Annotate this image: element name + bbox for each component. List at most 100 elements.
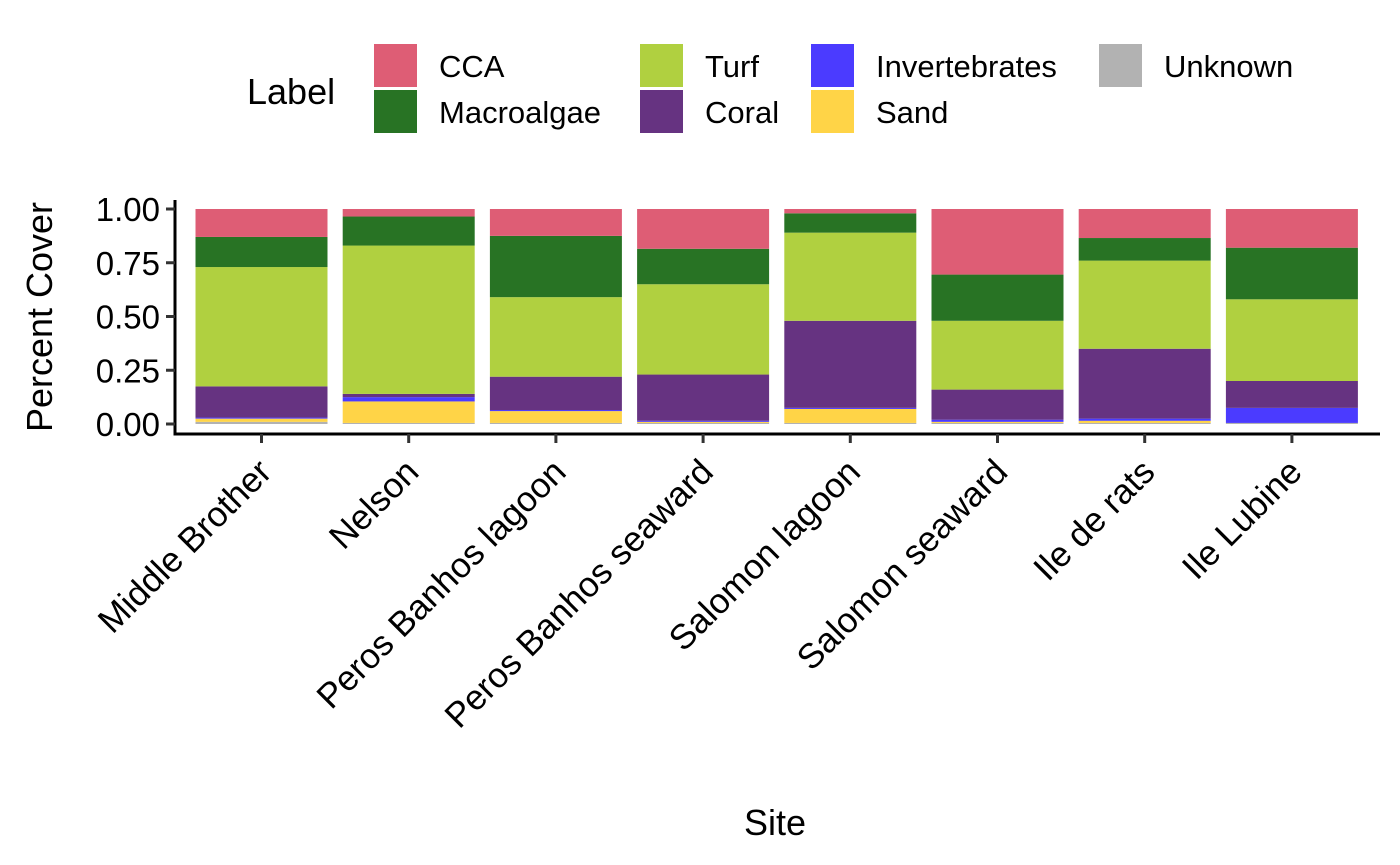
- bar-segment-unknown: [931, 422, 1064, 424]
- bar-segment-cca: [637, 209, 770, 249]
- bar-segment-unknown: [637, 422, 770, 424]
- legend-title: Label: [247, 71, 335, 112]
- bar-segment-turf: [1078, 260, 1211, 349]
- bar-segment-sand: [489, 411, 622, 423]
- legend-swatch: [640, 90, 683, 133]
- bar-segment-cca: [931, 209, 1064, 275]
- legend-item-cca: CCA: [374, 44, 505, 87]
- bar-segment-turf: [784, 232, 917, 321]
- x-tick-label: Peros Banhos lagoon: [309, 452, 573, 716]
- y-axis-label: Percent Cover: [19, 202, 60, 432]
- bar-segment-macroalgae: [1078, 238, 1211, 261]
- bar-segment-coral: [342, 393, 475, 398]
- legend-label: Sand: [876, 95, 948, 130]
- legend-item-coral: Coral: [640, 90, 779, 133]
- bar-segment-sand: [784, 408, 917, 423]
- bar-segment-macroalgae: [784, 213, 917, 233]
- legend-swatch: [374, 44, 417, 87]
- bar-segment-coral: [195, 386, 328, 418]
- y-tick-label: 1.00: [96, 191, 160, 228]
- bar-segment-cca: [342, 209, 475, 217]
- bar-segment-sand: [637, 421, 770, 423]
- bar-segment-turf: [195, 267, 328, 387]
- bar-segment-unknown: [342, 422, 475, 424]
- bar-segment-coral: [489, 376, 622, 411]
- bar-stack-peros-banhos-seaward: [637, 209, 770, 424]
- bar-segment-turf: [342, 245, 475, 394]
- bar-segment-coral: [637, 374, 770, 421]
- bar-segment-turf: [489, 297, 622, 377]
- legend-item-turf: Turf: [640, 44, 759, 87]
- bar-segment-coral: [784, 320, 917, 408]
- bar-segment-coral: [931, 389, 1064, 420]
- bar-segment-unknown: [489, 422, 622, 424]
- bar-segment-cca: [489, 209, 622, 236]
- bar-segment-macroalgae: [342, 216, 475, 246]
- legend-swatch: [811, 44, 854, 87]
- bar-stack-ile-de-rats: [1078, 209, 1211, 424]
- bar-segment-invertebrates: [195, 417, 328, 419]
- bar-segment-unknown: [784, 422, 917, 424]
- bar-segment-invertebrates: [1225, 407, 1358, 423]
- bar-segment-cca: [1078, 209, 1211, 239]
- x-tick-label: Nelson: [322, 452, 427, 557]
- bar-segment-macroalgae: [489, 235, 622, 298]
- bar-segment-unknown: [1078, 422, 1211, 424]
- y-tick-label: 0.00: [96, 406, 160, 443]
- bar-segment-invertebrates: [784, 407, 917, 409]
- bar-segment-invertebrates: [489, 410, 622, 412]
- y-tick-label: 0.25: [96, 352, 160, 389]
- legend-swatch: [374, 90, 417, 133]
- bar-stack-ile-lubine: [1225, 209, 1358, 424]
- y-tick-label: 0.75: [96, 245, 160, 282]
- legend-label: Macroalgae: [439, 95, 601, 130]
- bar-segment-cca: [784, 209, 917, 214]
- bar-segment-cca: [195, 209, 328, 237]
- legend-swatch: [640, 44, 683, 87]
- legend-swatch: [1099, 44, 1142, 87]
- bar-segment-coral: [1078, 348, 1211, 419]
- bar-segment-invertebrates: [637, 420, 770, 422]
- x-tick-label: Peros Banhos seaward: [437, 452, 720, 735]
- y-tick-label: 0.50: [96, 299, 160, 336]
- bar-segment-sand: [1078, 420, 1211, 423]
- bar-segment-sand: [342, 401, 475, 423]
- legend-label: Coral: [705, 95, 779, 130]
- legend-item-sand: Sand: [811, 90, 948, 133]
- legend-label: Invertebrates: [876, 49, 1057, 84]
- legend-item-invertebrates: Invertebrates: [811, 44, 1057, 87]
- legend-label: CCA: [439, 49, 505, 84]
- bars-group: [195, 209, 1358, 424]
- bar-segment-turf: [637, 284, 770, 375]
- legend-label: Turf: [705, 49, 759, 84]
- legend-item-unknown: Unknown: [1099, 44, 1293, 87]
- legend-swatch: [811, 90, 854, 133]
- bar-segment-turf: [1225, 299, 1358, 381]
- legend-item-macroalgae: Macroalgae: [374, 90, 601, 133]
- bar-segment-cca: [1225, 209, 1358, 248]
- bar-stack-salomon-seaward: [931, 209, 1064, 424]
- bar-segment-coral: [1225, 381, 1358, 408]
- x-axis-label: Site: [744, 802, 806, 843]
- bar-segment-unknown: [195, 421, 328, 424]
- bar-segment-sand: [195, 418, 328, 422]
- bar-segment-invertebrates: [1078, 418, 1211, 421]
- bar-segment-invertebrates: [342, 397, 475, 402]
- bar-stack-nelson: [342, 209, 475, 424]
- legend: Label CCA Macroalgae Turf Coral Invertebrates…: [247, 44, 1293, 133]
- bar-segment-macroalgae: [637, 248, 770, 285]
- x-tick-label: Ile Lubine: [1175, 452, 1310, 587]
- bar-stack-middle-brother: [195, 209, 328, 424]
- bar-segment-macroalgae: [931, 274, 1064, 321]
- bar-segment-turf: [931, 320, 1064, 390]
- x-tick-label: Middle Brother: [91, 452, 280, 641]
- bar-segment-sand: [931, 421, 1064, 423]
- x-tick-label: Ile de rats: [1026, 452, 1162, 588]
- bar-segment-macroalgae: [195, 236, 328, 268]
- legend-label: Unknown: [1164, 49, 1293, 84]
- bar-segment-macroalgae: [1225, 247, 1358, 300]
- bar-segment-unknown: [1225, 422, 1358, 424]
- bar-segment-invertebrates: [931, 419, 1064, 422]
